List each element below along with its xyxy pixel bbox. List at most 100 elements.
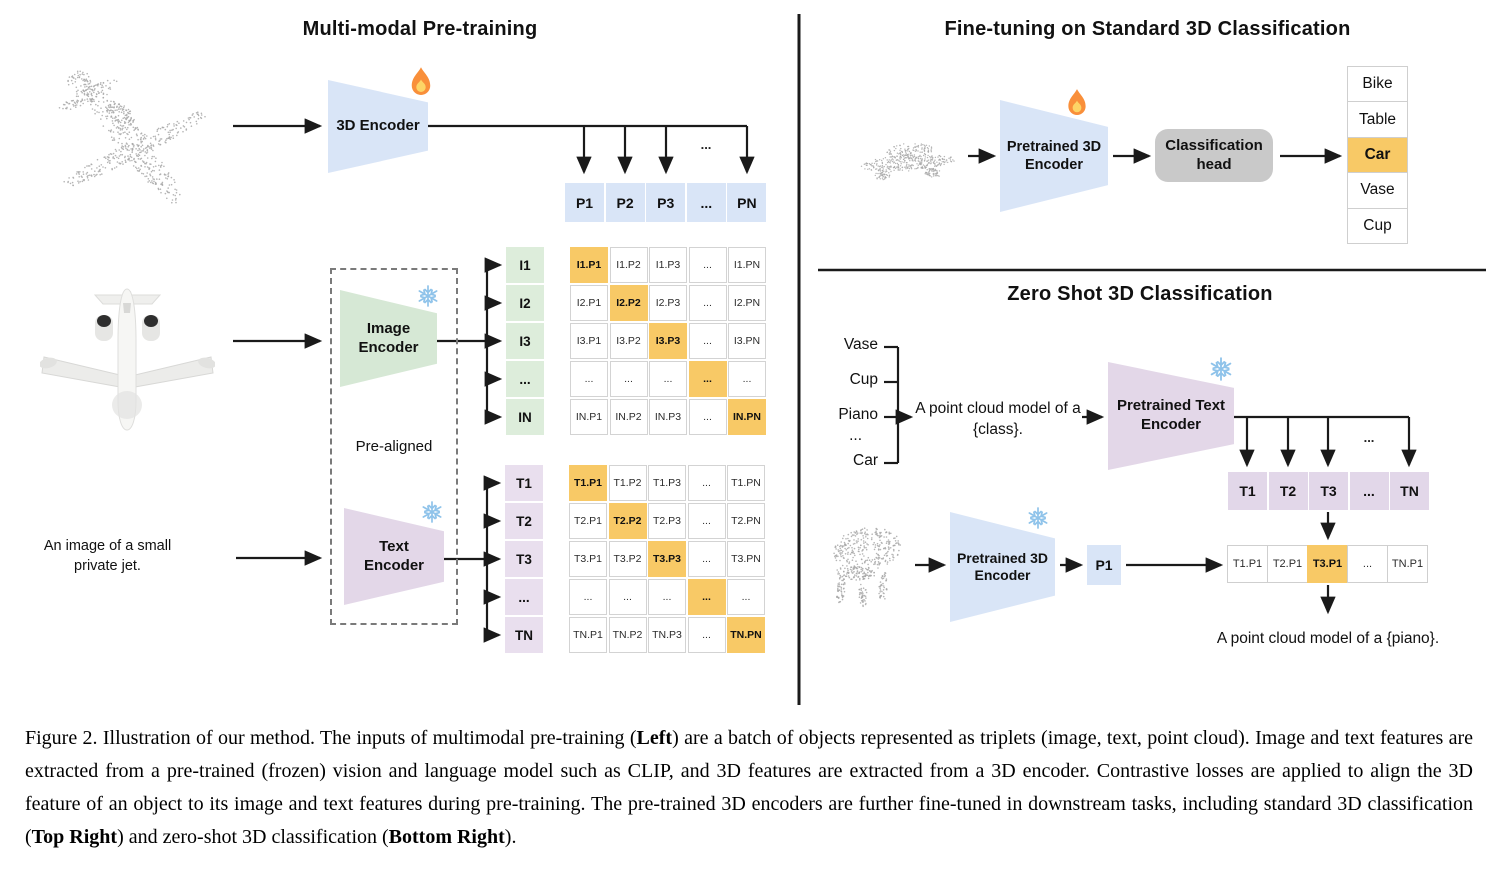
matrix-cell: T3.P3 xyxy=(648,541,686,577)
cell: Bike xyxy=(1347,66,1408,103)
pre-aligned-label: Pre-aligned xyxy=(355,438,433,455)
zs-tp-row: T1.P1 T2.P1 T3.P1... TN.P1 xyxy=(1227,545,1428,583)
airplane-point-cloud xyxy=(58,70,206,204)
t-fan-ellipsis: ... xyxy=(1363,430,1375,445)
cell: T2 xyxy=(1268,472,1308,510)
cell: T1.P1 xyxy=(1227,545,1268,583)
cell: Table xyxy=(1347,101,1408,138)
cell: ... xyxy=(1347,545,1388,583)
cell: Cup xyxy=(1347,207,1408,244)
matrix-cell: I2.P3 xyxy=(649,285,687,321)
cell: T1 xyxy=(1228,472,1267,510)
zs-prompt-text: A point cloud model of a {class}. xyxy=(915,400,1081,439)
matrix-cell: T2.P3 xyxy=(648,503,686,539)
cell: T3.P1 xyxy=(1307,545,1348,583)
matrix-cell: ... xyxy=(687,617,726,653)
cell: T3 xyxy=(1309,472,1348,510)
matrix-cell: I2.PN xyxy=(728,285,766,321)
matrix-cell: ... xyxy=(649,361,687,397)
piano-point-cloud xyxy=(833,527,902,608)
jet-image xyxy=(40,288,215,431)
p-fan-ellipsis: ... xyxy=(700,137,712,152)
matrix-cell: ... xyxy=(609,361,648,397)
cell: Vase xyxy=(1347,172,1408,209)
p-feature-row: P1 P2 P3... PN xyxy=(565,183,767,222)
image-encoder-label: Image Encoder xyxy=(358,319,419,356)
cell: T2 xyxy=(505,503,543,539)
zs-result-text: A point cloud model of a {piano}. xyxy=(1216,630,1440,647)
cell: TN.P1 xyxy=(1387,545,1428,583)
zs-class-item: ... xyxy=(849,427,862,444)
matrix-cell: ... xyxy=(728,361,766,397)
cell: P3 xyxy=(646,183,686,222)
matrix-cell: ... xyxy=(727,579,765,615)
figure-caption: Figure 2. Illustration of our method. Th… xyxy=(25,727,1473,848)
matrix-cell: ... xyxy=(687,579,726,615)
matrix-cell: ... xyxy=(687,503,726,539)
cell: IN xyxy=(506,399,544,435)
matrix-cell: I1.PN xyxy=(728,247,766,283)
matrix-cell: ... xyxy=(688,285,727,321)
cell: P1 xyxy=(565,183,604,222)
snowflake-icon xyxy=(420,500,444,529)
matrix-cell: IN.P3 xyxy=(649,399,687,435)
matrix-cell: ... xyxy=(687,541,726,577)
p1-box: P1 xyxy=(1087,545,1121,585)
matrix-cell: ... xyxy=(688,399,727,435)
matrix-cell: I2.P2 xyxy=(609,285,648,321)
zs-class-item: Cup xyxy=(849,371,878,388)
pre-aligned-box xyxy=(330,268,458,625)
matrix-cell: T3.PN xyxy=(727,541,765,577)
fire-icon xyxy=(1063,88,1091,125)
zs-class-item: Vase xyxy=(843,336,878,353)
zeroshot-section-title: Zero Shot 3D Classification xyxy=(1007,283,1273,305)
matrix-cell: ... xyxy=(569,579,607,615)
snowflake-icon xyxy=(1208,356,1234,387)
matrix-cell: T3.P2 xyxy=(608,541,647,577)
image-point-matrix: I1.P1 I1.P2 I1.P3... I1.PN I2.P1 I2.P2 I2.P3..… xyxy=(570,247,766,435)
zs-t-row: T1 T2 T3... TN xyxy=(1228,472,1429,510)
matrix-cell: TN.P3 xyxy=(648,617,686,653)
cell: ... xyxy=(1349,472,1389,510)
zs-class-item: Car xyxy=(853,452,878,469)
matrix-cell: T1.PN xyxy=(727,465,765,501)
snowflake-icon xyxy=(1026,506,1050,535)
matrix-cell: I1.P3 xyxy=(649,247,687,283)
matrix-cell: ... xyxy=(570,361,608,397)
finetune-section-title: Fine-tuning on Standard 3D Classificatio… xyxy=(944,18,1351,40)
cell: I2 xyxy=(506,285,544,321)
matrix-cell: ... xyxy=(688,323,727,359)
cell: I1 xyxy=(506,247,544,283)
matrix-cell: T1.P1 xyxy=(569,465,607,501)
matrix-cell: ... xyxy=(687,465,726,501)
car-point-cloud xyxy=(860,143,955,181)
cell: Car xyxy=(1347,136,1408,174)
text-encoder-label: Text Encoder xyxy=(363,537,424,574)
matrix-cell: T1.P3 xyxy=(648,465,686,501)
matrix-cell: I1.P2 xyxy=(609,247,648,283)
image-feature-column: I1 I2 I3... IN xyxy=(506,247,544,435)
matrix-cell: IN.P2 xyxy=(609,399,648,435)
matrix-cell: TN.P1 xyxy=(569,617,607,653)
matrix-cell: ... xyxy=(608,579,647,615)
matrix-cell: T2.P1 xyxy=(569,503,607,539)
3d-encoder-label: 3D Encoder xyxy=(336,117,420,135)
left-section-title: Multi-modal Pre-training xyxy=(302,18,538,40)
matrix-cell: TN.P2 xyxy=(608,617,647,653)
matrix-cell: ... xyxy=(688,247,727,283)
classification-head-label: Classification head xyxy=(1165,136,1263,173)
class-list: Bike Table Car Vase Cup xyxy=(1347,66,1408,244)
image-text-prompt: An image of a small private jet. xyxy=(43,538,172,574)
classification-head: Classification head xyxy=(1155,129,1273,182)
matrix-cell: TN.PN xyxy=(727,617,765,653)
matrix-cell: I3.P2 xyxy=(609,323,648,359)
fire-icon xyxy=(406,66,436,106)
pretrained-3d-encoder-label: Pretrained 3D Encoder xyxy=(1006,138,1102,173)
matrix-cell: T1.P2 xyxy=(608,465,647,501)
zs-pretrained-3d-encoder-label: Pretrained 3D Encoder xyxy=(956,549,1049,584)
pretrained-3d-encoder-trapezoid: Pretrained 3D Encoder xyxy=(1000,100,1108,212)
matrix-cell: IN.P1 xyxy=(570,399,608,435)
zs-class-item: Piano xyxy=(838,406,878,423)
matrix-cell: I2.P1 xyxy=(570,285,608,321)
